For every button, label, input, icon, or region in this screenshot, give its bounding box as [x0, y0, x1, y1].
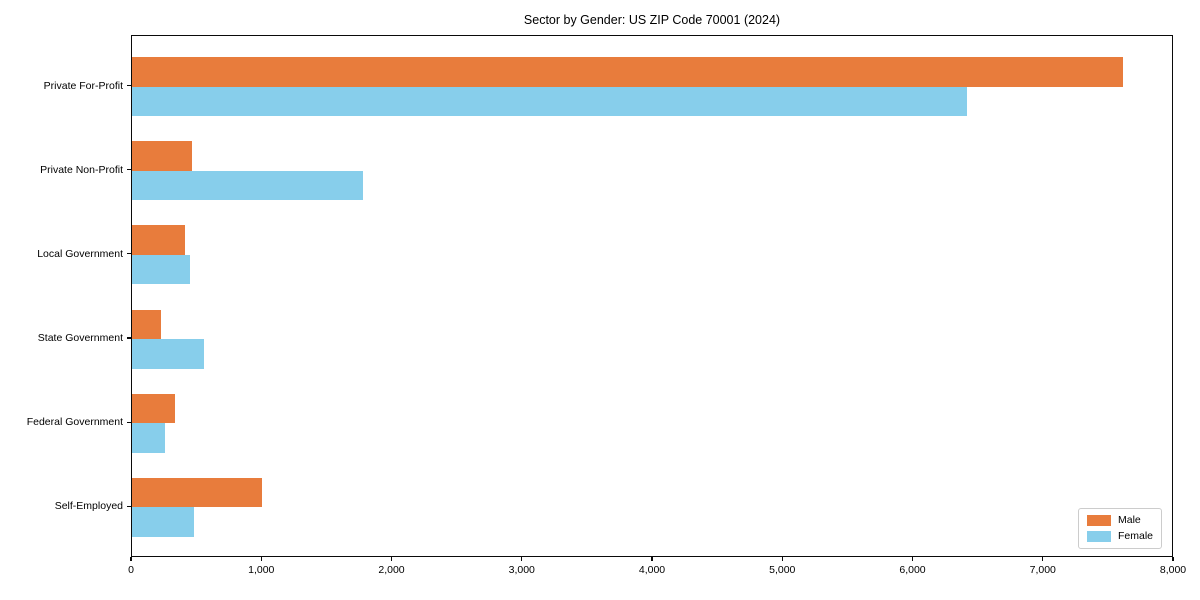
bar-female-private-for-profit — [132, 86, 967, 116]
legend-swatch-female-icon — [1087, 531, 1111, 542]
x-tick-mark — [130, 557, 132, 561]
y-tick-label-federal-government: Federal Government — [26, 416, 123, 429]
x-tick-label-7000: 7,000 — [1029, 564, 1056, 576]
x-tick-label-6000: 6,000 — [899, 564, 926, 576]
y-tick-mark — [127, 421, 131, 423]
x-tick-mark — [651, 557, 653, 561]
x-tick-mark — [911, 557, 914, 561]
x-tick-label-2000: 2,000 — [378, 564, 405, 576]
x-tick-label-5000: 5,000 — [769, 564, 796, 576]
y-tick-label-self-employed: Self-Employed — [54, 500, 123, 513]
x-tick-label-1000: 1,000 — [248, 564, 275, 576]
bar-male-local-government — [132, 225, 186, 255]
y-tick-mark — [127, 505, 131, 508]
chart-title: Sector by Gender: US ZIP Code 70001 (202… — [523, 13, 781, 27]
x-tick-label-8000: 8,000 — [1159, 564, 1187, 576]
x-tick-label-0: 0 — [128, 564, 134, 576]
y-tick-label-local-government: Local Government — [37, 247, 123, 260]
bar-male-state-government — [132, 309, 161, 340]
bar-female-private-non-profit — [132, 170, 364, 201]
x-tick-mark — [781, 557, 783, 561]
bar-male-self-employed — [132, 478, 262, 508]
x-tick-mark — [1042, 557, 1044, 561]
bar-female-local-government — [132, 254, 190, 285]
bar-male-federal-government — [132, 393, 175, 424]
y-tick-mark — [127, 337, 131, 339]
y-tick-label-private-non-profit: Private Non-Profit — [40, 163, 123, 176]
y-tick-mark — [127, 84, 131, 87]
plot-area — [131, 35, 1173, 557]
y-tick-mark — [127, 253, 131, 255]
y-tick-label-private-for-profit: Private For-Profit — [43, 79, 123, 92]
y-tick-mark — [127, 169, 131, 171]
bar-female-self-employed — [132, 507, 195, 537]
x-tick-label-4000: 4,000 — [638, 564, 666, 576]
legend-item-male: Male — [1087, 515, 1153, 526]
bar-male-private-non-profit — [132, 141, 192, 171]
x-tick-mark — [521, 557, 523, 561]
legend-label-female: Female — [1118, 530, 1154, 542]
bar-male-private-for-profit — [132, 57, 1123, 87]
x-tick-mark — [260, 557, 262, 561]
legend-item-female: Female — [1087, 531, 1153, 542]
legend-swatch-male-icon — [1087, 515, 1111, 526]
y-tick-label-state-government: State Government — [37, 332, 123, 345]
x-tick-label-3000: 3,000 — [508, 564, 535, 576]
x-tick-mark — [390, 557, 393, 561]
bar-female-state-government — [132, 339, 204, 369]
legend-label-male: Male — [1118, 514, 1141, 526]
bar-female-federal-government — [132, 423, 166, 453]
legend: Male Female — [1078, 508, 1163, 549]
x-tick-mark — [1172, 557, 1174, 561]
